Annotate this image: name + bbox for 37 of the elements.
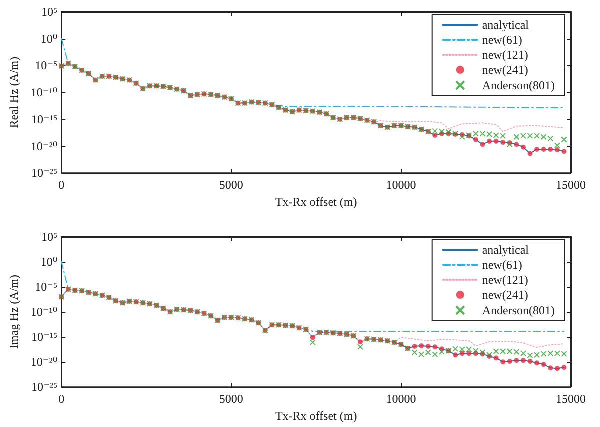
y-axis-title: Real Hz (A/m) [7,56,21,128]
y-tick-label: 10⁰ [40,255,58,270]
y-tick-label: 10⁻²⁵ [32,380,58,394]
y-tick-label: 10⁰ [40,32,58,46]
x-axis-title: Tx-Rx offset (m) [275,195,358,209]
legend-label: analytical [482,243,530,257]
x-tick-label: 10000 [386,392,416,406]
y-tick-label: 10⁻²⁰ [30,139,58,154]
y-tick-label: 10⁻⁵ [35,58,58,73]
legend-label: new(61) [482,33,522,47]
y-tick-label: 10⁵ [41,5,58,19]
line-series [61,262,565,332]
legend-label: new(241) [482,63,528,77]
y-tick-label: 10⁻⁵ [35,280,58,294]
legend-label: new(121) [482,48,528,62]
x-tick-label: 0 [58,392,65,406]
legend-label: new(121) [482,273,528,287]
y-tick-label: 10⁻²⁵ [32,166,58,180]
legend-label: analytical [482,18,530,32]
y-tick-label: 10⁻¹⁰ [30,305,58,320]
legend-label: Anderson(801) [482,304,556,318]
x-tick-label: 15000 [556,178,586,192]
x-axis-title: Tx-Rx offset (m) [275,409,358,423]
y-tick-label: 10⁻¹⁰ [30,86,58,100]
x-tick-label: 10000 [386,178,416,192]
legend-label: new(241) [482,288,528,302]
x-tick-label: 0 [58,178,65,192]
legend-label: Anderson(801) [482,78,556,92]
y-tick-label: 10⁻²⁰ [30,355,58,370]
x-tick-label: 5000 [219,392,244,406]
y-tick-label: 10⁻¹⁵ [32,112,58,126]
y-tick-label: 10⁵ [41,230,58,244]
y-axis-title: Imag Hz (A/m) [7,275,21,350]
y-tick-label: 10⁻¹⁵ [32,330,58,344]
x-tick-label: 5000 [219,178,244,192]
legend-label: new(61) [482,258,522,272]
x-tick-label: 15000 [556,392,586,406]
